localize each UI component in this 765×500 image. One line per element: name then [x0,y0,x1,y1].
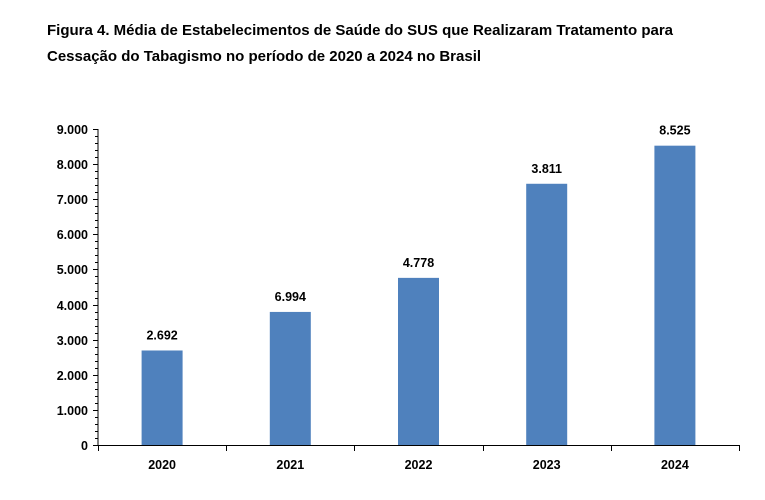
y-tick-label: 6.000 [57,228,88,242]
data-label-2024: 8.525 [659,124,690,138]
x-axis: 2020 2021 2022 2023 2024 [98,445,740,472]
x-category-label-2021: 2021 [276,458,304,472]
chart-title: Figura 4. Média de Estabelecimentos de S… [47,18,747,70]
bar-2024 [654,145,696,445]
x-category-label-2022: 2022 [405,458,433,472]
chart-title-line-1: Figura 4. Média de Estabelecimentos de S… [47,22,674,39]
y-tick-label: 1.000 [57,404,88,418]
data-label-2021: 6.994 [275,290,306,304]
y-tick-label: 3.000 [57,334,88,348]
y-tick-label: 8.000 [57,158,88,172]
y-axis: 0 1.000 2.000 3.000 4.000 5.000 6.000 7.000 8.00… [57,123,99,453]
bar-2021 [269,311,311,445]
y-tick-label: 4.000 [57,299,88,313]
data-label-2023: 3.811 [531,162,562,176]
data-label-2022: 4.778 [403,256,434,270]
y-tick-label: 0 [81,439,88,453]
x-category-label-2023: 2023 [533,458,561,472]
bars: 2.692 6.994 4.778 3.811 8.525 [141,124,696,446]
x-category-label-2020: 2020 [148,458,176,472]
chart-title-line-2: Cessação do Tabagismo no período de 2020… [47,48,482,65]
bar-2023 [526,183,568,446]
x-category-label-2024: 2024 [661,458,689,472]
bar-2022 [398,277,439,445]
y-tick-label: 2.000 [57,369,88,383]
y-tick-label: 5.000 [57,263,88,277]
y-tick-label: 9.000 [57,123,88,137]
data-label-2020: 2.692 [146,328,177,342]
y-tick-label: 7.000 [57,193,88,207]
bar-2020 [141,350,183,445]
